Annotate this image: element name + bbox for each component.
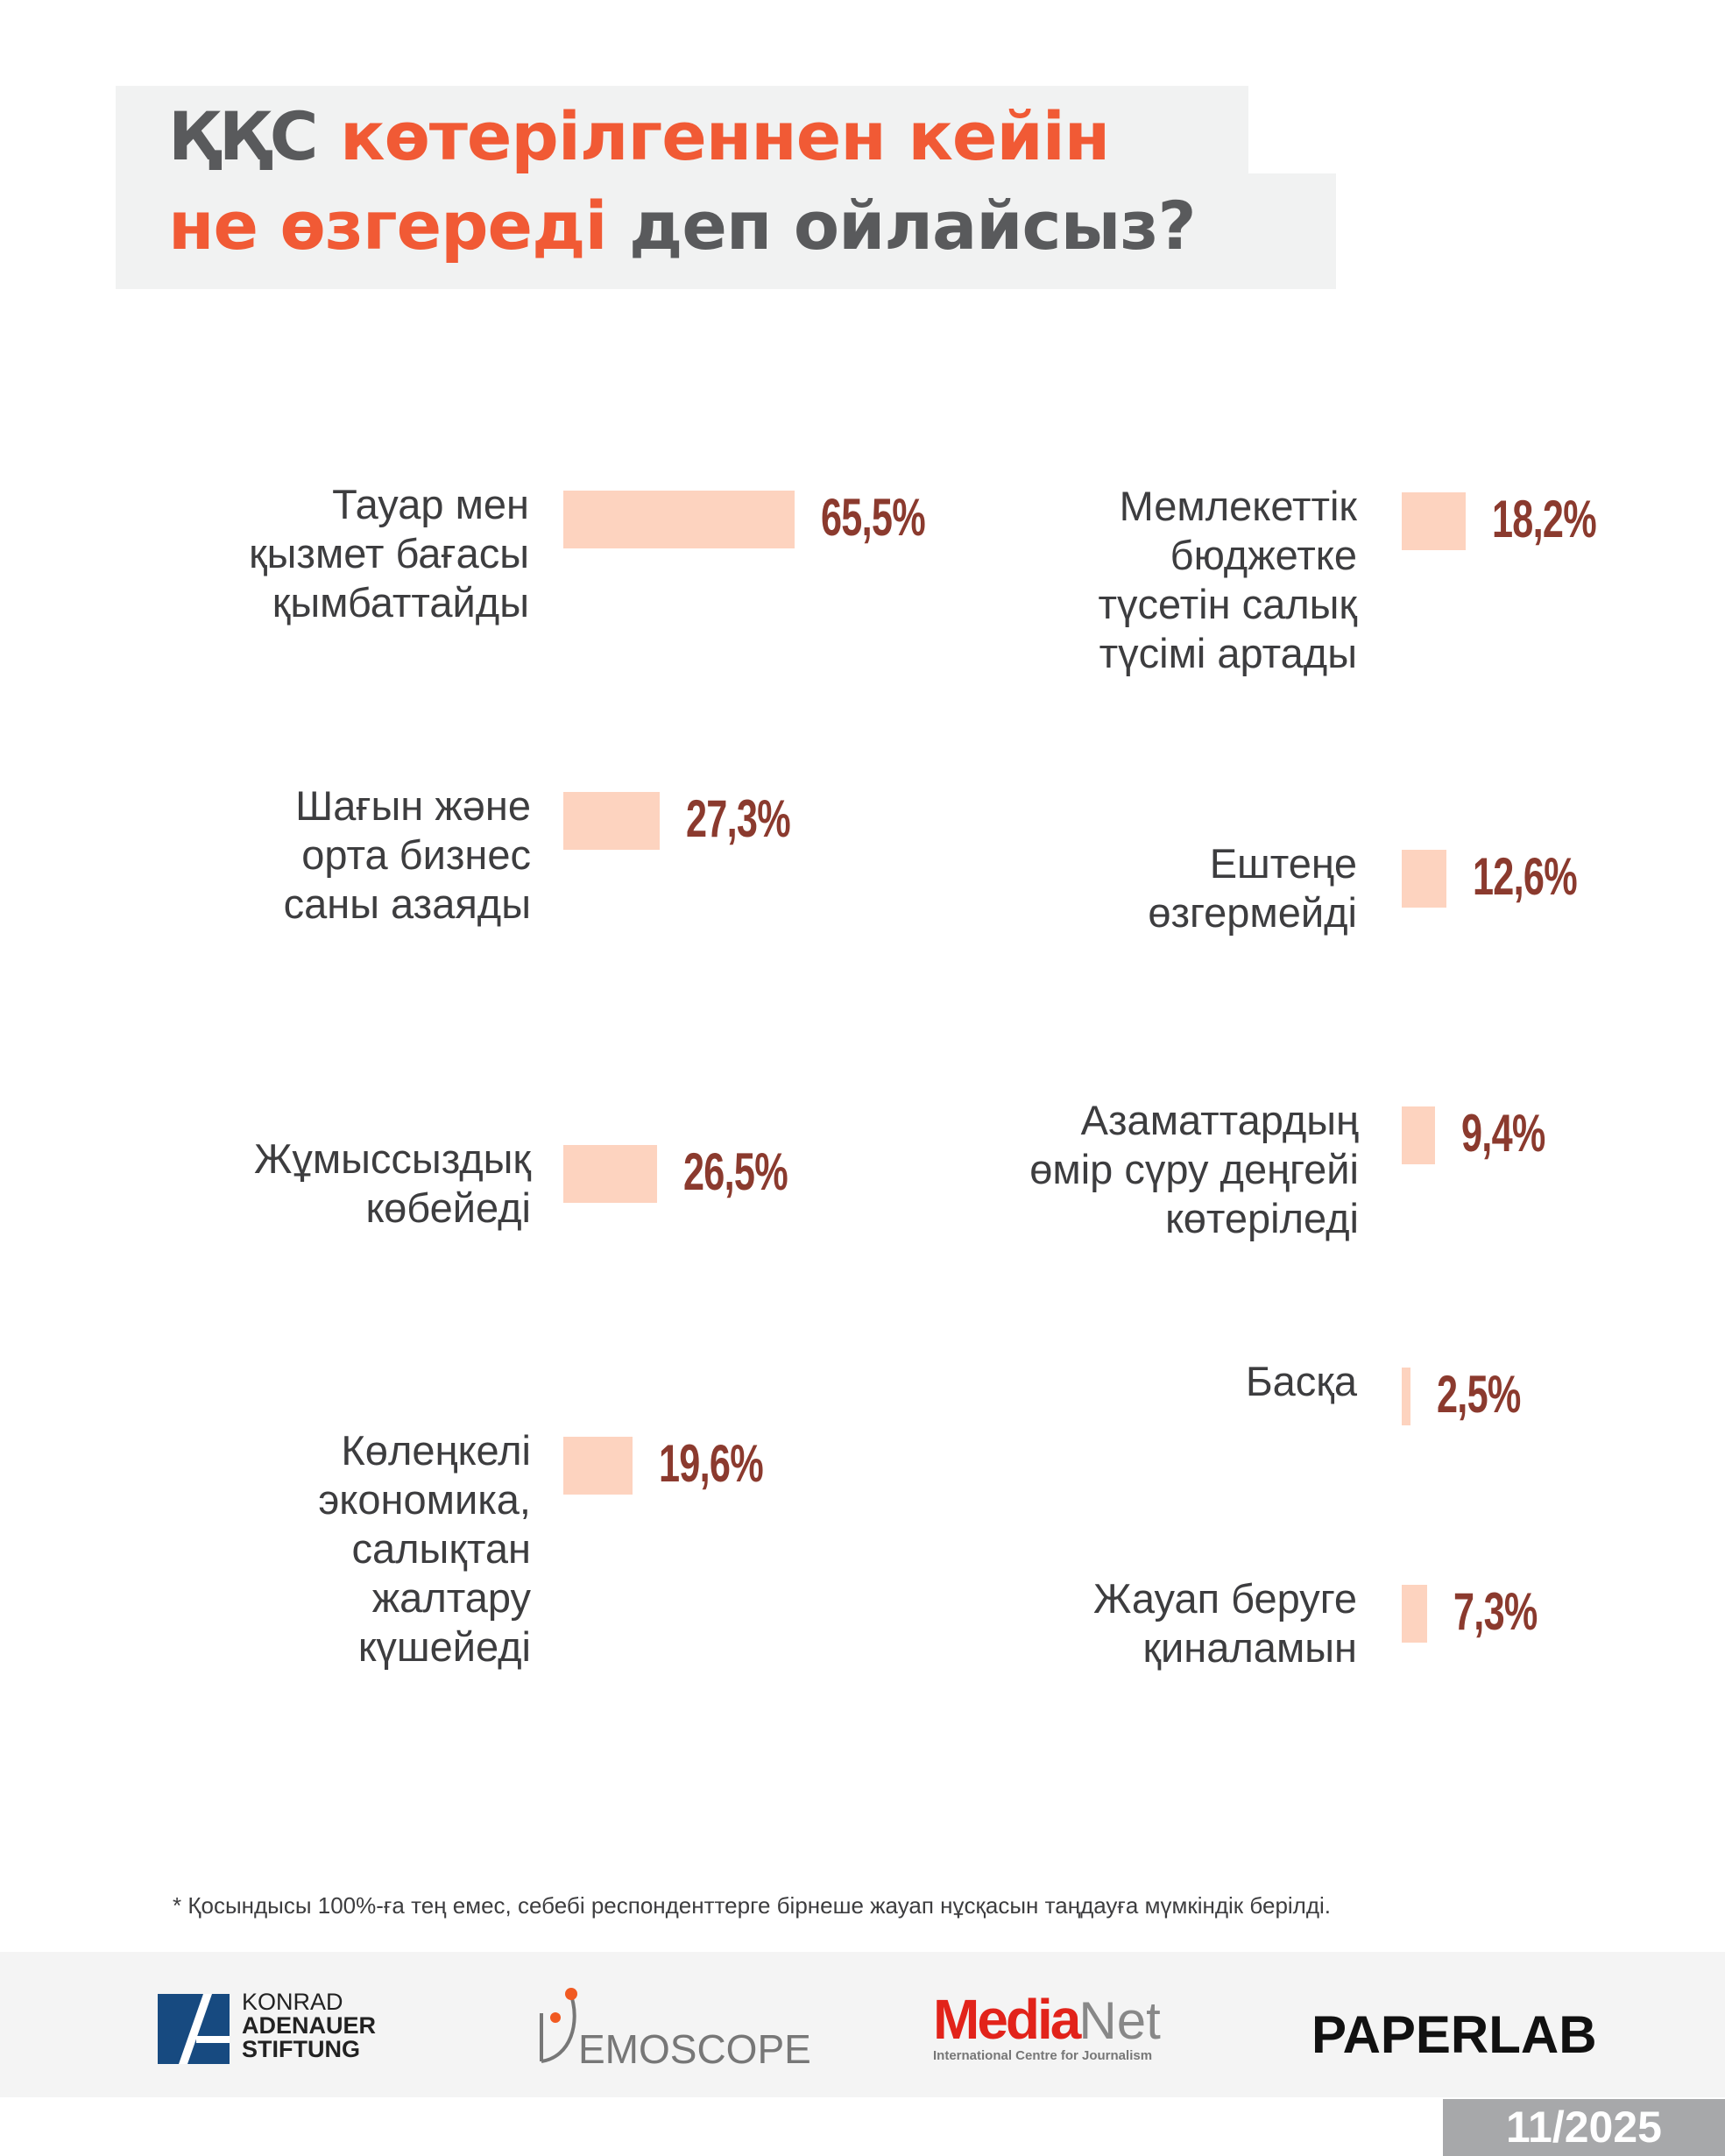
value-label: 19,6% [658, 1434, 764, 1493]
bar [1402, 492, 1467, 550]
kas-logo-mark [158, 1994, 230, 2064]
category-label: Көлеңкелі экономика, салықтан жалтару кү… [318, 1427, 531, 1670]
bar [1402, 850, 1446, 908]
value-label: 12,6% [1472, 847, 1578, 906]
category-label: Ештеңе өзгермейді [1148, 840, 1357, 936]
kas-text: KONRAD [242, 1989, 343, 2015]
medianet-text: Net [1078, 1991, 1161, 2050]
kas-text: ADENAUER [242, 2012, 377, 2039]
kas-logo: KONRAD ADENAUER STIFTUNG [158, 1990, 376, 2068]
footnote: * Қосындысы 100%-ға тең емес, себебі рес… [173, 1892, 1332, 1919]
category-label: Шағын және орта бизнес саны азаяды [283, 782, 531, 927]
value-label: 27,3% [686, 789, 791, 848]
medianet-subtitle: International Centre for Journalism [933, 2048, 1153, 2063]
bar [563, 491, 795, 548]
category-label: Жауап беруге қиналамын [1092, 1575, 1357, 1671]
kas-text: STIFTUNG [242, 2036, 360, 2062]
value-label: 7,3% [1453, 1582, 1538, 1641]
title-line1: ҚҚС көтерілгеннен кейін [168, 103, 1110, 170]
date-badge: 11/2025 [1443, 2099, 1725, 2156]
footer-logos: KONRAD ADENAUER STIFTUNG EMOSCOPE MediaN… [0, 1952, 1725, 2097]
title-part: не өзгереді [168, 187, 608, 265]
title-box-line1 [116, 86, 1248, 182]
title-part: деп ойлайсыз? [628, 187, 1197, 265]
category-label: Жұмыссыздық көбейеді [253, 1135, 531, 1231]
category-label: Тауар мен қызмет бағасы қымбаттайды [249, 481, 529, 626]
bar [1402, 1106, 1435, 1164]
category-label: Азаматтардың өмір сүру деңгейі көтерілед… [1029, 1097, 1359, 1241]
bar [1402, 1585, 1428, 1643]
medianet-text: Media [933, 1988, 1081, 2051]
bar [563, 1145, 657, 1203]
bar [563, 1437, 633, 1495]
medianet-logo: MediaNet International Centre for Journa… [933, 1987, 1161, 2063]
title-box-line2 [116, 173, 1336, 289]
title-part: көтерілгеннен кейін [340, 97, 1110, 175]
demoscope-mark [540, 1988, 577, 2063]
paperlab-logo: PAPERLAB [1311, 2005, 1597, 2064]
value-label: 18,2% [1492, 490, 1597, 548]
value-label: 9,4% [1460, 1104, 1545, 1163]
title-line2: не өзгереді деп ойлайсыз? [168, 193, 1197, 259]
category-label: Басқа [1245, 1358, 1357, 1404]
bar [563, 792, 661, 850]
demoscope-logo: EMOSCOPE [536, 1987, 811, 2072]
value-label: 2,5% [1437, 1365, 1521, 1424]
bar [1402, 1368, 1411, 1425]
value-label: 65,5% [820, 488, 926, 547]
category-label: Мемлекеттік бюджетке түсетін салық түсім… [1098, 483, 1358, 676]
value-label: 26,5% [682, 1142, 788, 1201]
title-part: ҚҚС [168, 97, 319, 175]
demoscope-text: EMOSCOPE [578, 2026, 811, 2072]
